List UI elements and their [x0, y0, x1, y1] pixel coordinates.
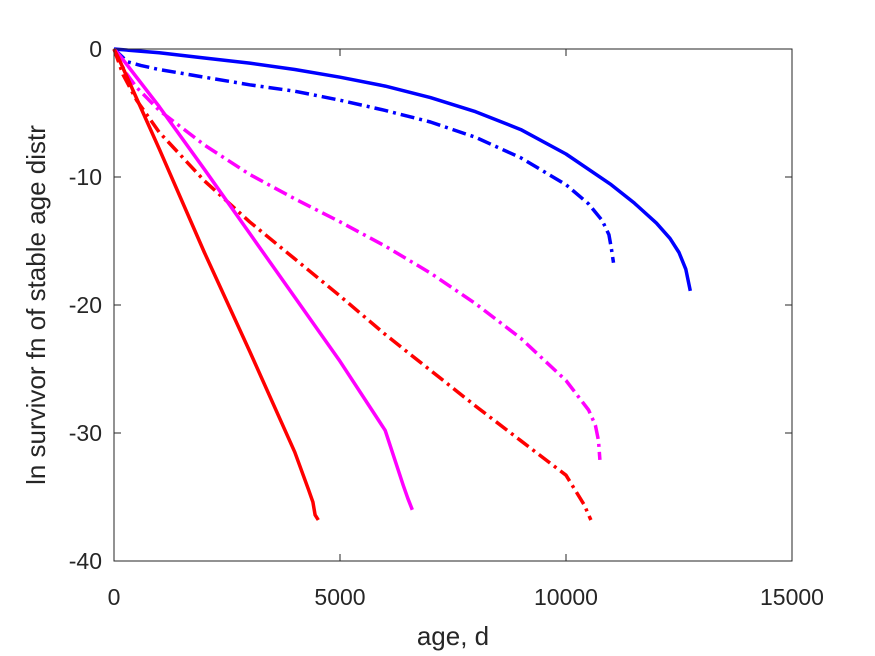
series-line-5 — [112, 47, 414, 511]
y-tick-label: -30 — [69, 420, 102, 446]
x-axis-title: age, d — [417, 621, 489, 651]
series-line-6 — [112, 48, 320, 521]
y-tick-label: -10 — [69, 164, 102, 190]
x-tick-label: 15000 — [760, 584, 824, 610]
y-tick-label: -20 — [69, 292, 102, 318]
x-tick-label: 10000 — [534, 584, 598, 610]
series-line-3 — [112, 48, 602, 461]
series-layer — [112, 47, 693, 521]
plot-area — [114, 49, 792, 561]
y-tick-label: -40 — [69, 548, 102, 574]
y-axis-title: ln survivor fn of stable age distr — [21, 125, 51, 485]
series-line-1 — [113, 47, 693, 292]
x-tick-label: 0 — [108, 584, 121, 610]
tick-layer: 0 5000 10000 15000 0 -10 -20 -30 -40 — [69, 36, 824, 610]
y-tick-label: 0 — [89, 36, 102, 62]
series-line-2 — [112, 47, 616, 264]
x-tick-label: 5000 — [314, 584, 365, 610]
